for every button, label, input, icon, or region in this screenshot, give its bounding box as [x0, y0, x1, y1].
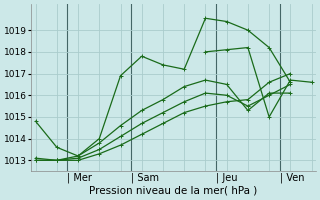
X-axis label: Pression niveau de la mer( hPa ): Pression niveau de la mer( hPa ) — [90, 186, 258, 196]
